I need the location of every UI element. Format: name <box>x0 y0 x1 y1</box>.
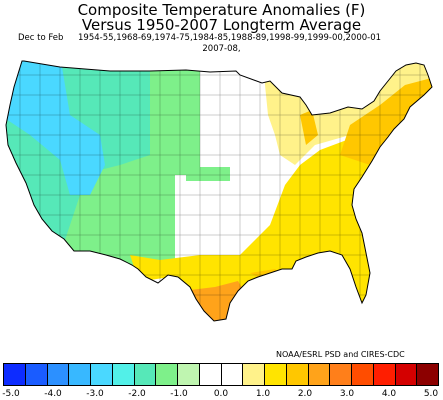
legend-tick-label: 2.0 <box>297 389 313 399</box>
legend-tick-label: 1.0 <box>255 389 271 399</box>
map-subtitle: Versus 1950-2007 Longterm Average <box>81 16 362 34</box>
legend-swatch-13 <box>286 364 309 385</box>
legend-swatch-8 <box>178 364 200 385</box>
legend-swatch-0 <box>4 364 26 385</box>
region-central-green-patch <box>186 167 230 181</box>
map-title: Composite Temperature Anomalies (F) <box>77 1 366 19</box>
region-michigan-gold <box>300 110 318 145</box>
composite-years-line1: 1954-55,1968-69,1974-75,1984-85,1988-89,… <box>78 33 382 43</box>
legend-swatch-7 <box>156 364 178 385</box>
legend-tick-label: -5.0 <box>2 389 20 399</box>
legend-tick-label: 5.0 <box>423 389 439 399</box>
legend-tick-label: -4.0 <box>44 389 62 399</box>
legend-tick-label: -2.0 <box>128 389 146 399</box>
legend-tick-label: -1.0 <box>170 389 188 399</box>
legend-swatch-9 <box>199 364 222 385</box>
legend-swatch-18 <box>395 364 418 385</box>
data-credit: NOAA/ESRL PSD and CIRES-CDC <box>276 350 405 359</box>
legend-swatch-4 <box>91 364 113 385</box>
legend-tick-label: 3.0 <box>339 389 355 399</box>
season-label: Dec to Feb <box>18 33 64 43</box>
legend-swatch-19 <box>417 364 438 385</box>
composite-years-line2: 2007-08, <box>202 44 241 54</box>
legend-swatch-5 <box>112 364 135 385</box>
legend-swatch-17 <box>373 364 396 385</box>
legend-swatch-16 <box>352 364 374 385</box>
legend-tick-label: -3.0 <box>86 389 104 399</box>
legend-tick-label: 0.0 <box>213 389 229 399</box>
legend-swatch-6 <box>134 364 157 385</box>
legend-swatch-14 <box>308 364 331 385</box>
legend-swatch-15 <box>330 364 352 385</box>
region-south-texas-coast <box>190 281 245 321</box>
region-pacific-northwest <box>6 61 105 195</box>
legend-swatch-2 <box>47 364 70 385</box>
us-anomaly-map <box>5 60 433 322</box>
legend-swatch-10 <box>221 364 244 385</box>
color-legend-ticks: -5.0 -4.0 -3.0 -2.0 -1.0 0.0 1.0 2.0 3.0 4.0 5.0 <box>2 389 439 400</box>
legend-swatch-3 <box>69 364 91 385</box>
legend-tick-label: 4.0 <box>381 389 397 399</box>
legend-swatch-11 <box>243 364 265 385</box>
legend-swatch-1 <box>25 364 48 385</box>
legend-swatch-12 <box>265 364 287 385</box>
color-legend-bar <box>3 363 439 386</box>
